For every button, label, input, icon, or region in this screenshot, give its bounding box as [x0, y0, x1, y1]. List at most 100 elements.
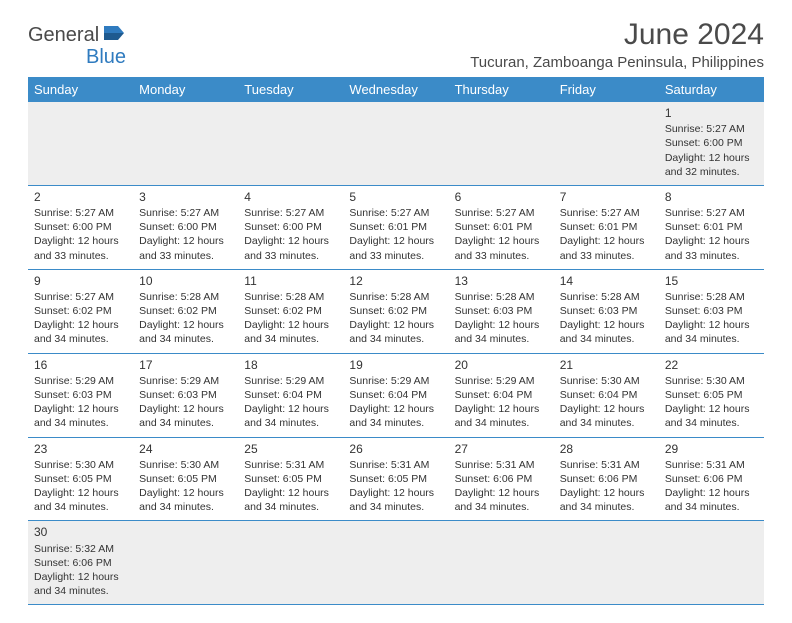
calendar-day-cell — [343, 521, 448, 605]
day-info-line: and 34 minutes. — [560, 416, 653, 430]
calendar-day-cell: 1Sunrise: 5:27 AMSunset: 6:00 PMDaylight… — [659, 102, 764, 185]
calendar-week-row: 16Sunrise: 5:29 AMSunset: 6:03 PMDayligh… — [28, 353, 764, 437]
day-info-line: Daylight: 12 hours — [34, 486, 127, 500]
day-info-line: Sunrise: 5:27 AM — [139, 206, 232, 220]
day-info-line: Sunrise: 5:28 AM — [349, 290, 442, 304]
day-info-line: Daylight: 12 hours — [665, 151, 758, 165]
day-number: 21 — [560, 357, 653, 373]
location-text: Tucuran, Zamboanga Peninsula, Philippine… — [470, 54, 764, 71]
day-info-line: Sunset: 6:04 PM — [455, 388, 548, 402]
calendar-week-row: 1Sunrise: 5:27 AMSunset: 6:00 PMDaylight… — [28, 102, 764, 185]
calendar-day-cell: 26Sunrise: 5:31 AMSunset: 6:05 PMDayligh… — [343, 437, 448, 521]
day-number: 28 — [560, 441, 653, 457]
day-info-line: Sunset: 6:01 PM — [455, 220, 548, 234]
weekday-header: Saturday — [659, 77, 764, 102]
day-info-line: Sunrise: 5:28 AM — [560, 290, 653, 304]
day-info-line: Sunrise: 5:29 AM — [34, 374, 127, 388]
day-info-line: Daylight: 12 hours — [349, 402, 442, 416]
calendar-day-cell — [238, 102, 343, 185]
day-info-line: Sunrise: 5:28 AM — [455, 290, 548, 304]
day-info-line: and 34 minutes. — [34, 332, 127, 346]
day-number: 24 — [139, 441, 232, 457]
day-info-line: Sunset: 6:02 PM — [34, 304, 127, 318]
weekday-header: Tuesday — [238, 77, 343, 102]
flag-icon — [104, 26, 124, 45]
weekday-header-row: Sunday Monday Tuesday Wednesday Thursday… — [28, 77, 764, 102]
day-info-line: Sunset: 6:03 PM — [665, 304, 758, 318]
calendar-week-row: 2Sunrise: 5:27 AMSunset: 6:00 PMDaylight… — [28, 185, 764, 269]
calendar-day-cell — [238, 521, 343, 605]
day-info-line: Sunset: 6:04 PM — [244, 388, 337, 402]
day-info-line: and 34 minutes. — [139, 332, 232, 346]
day-info-line: Sunset: 6:04 PM — [349, 388, 442, 402]
day-info-line: Sunset: 6:02 PM — [139, 304, 232, 318]
calendar-day-cell — [554, 102, 659, 185]
day-info-line: Sunrise: 5:29 AM — [349, 374, 442, 388]
day-number: 19 — [349, 357, 442, 373]
calendar-day-cell: 28Sunrise: 5:31 AMSunset: 6:06 PMDayligh… — [554, 437, 659, 521]
day-info-line: Daylight: 12 hours — [244, 234, 337, 248]
day-info-line: Sunset: 6:05 PM — [34, 472, 127, 486]
day-info-line: and 34 minutes. — [665, 500, 758, 514]
day-info-line: Daylight: 12 hours — [560, 486, 653, 500]
day-info-line: Daylight: 12 hours — [560, 318, 653, 332]
day-info-line: Sunrise: 5:28 AM — [244, 290, 337, 304]
day-number: 3 — [139, 189, 232, 205]
calendar-day-cell: 23Sunrise: 5:30 AMSunset: 6:05 PMDayligh… — [28, 437, 133, 521]
weekday-header: Thursday — [449, 77, 554, 102]
day-info-line: Sunrise: 5:27 AM — [455, 206, 548, 220]
day-info-line: Sunrise: 5:28 AM — [665, 290, 758, 304]
day-info-line: Sunset: 6:03 PM — [139, 388, 232, 402]
day-info-line: Sunset: 6:01 PM — [349, 220, 442, 234]
day-info-line: and 33 minutes. — [34, 249, 127, 263]
day-number: 29 — [665, 441, 758, 457]
day-info-line: Daylight: 12 hours — [34, 318, 127, 332]
day-info-line: Daylight: 12 hours — [455, 318, 548, 332]
day-info-line: Sunrise: 5:30 AM — [665, 374, 758, 388]
day-info-line: Daylight: 12 hours — [34, 402, 127, 416]
day-number: 12 — [349, 273, 442, 289]
day-info-line: and 34 minutes. — [244, 500, 337, 514]
day-info-line: Sunset: 6:05 PM — [665, 388, 758, 402]
calendar-week-row: 9Sunrise: 5:27 AMSunset: 6:02 PMDaylight… — [28, 269, 764, 353]
day-info-line: Sunrise: 5:27 AM — [349, 206, 442, 220]
calendar-day-cell — [659, 521, 764, 605]
calendar-day-cell: 22Sunrise: 5:30 AMSunset: 6:05 PMDayligh… — [659, 353, 764, 437]
day-number: 8 — [665, 189, 758, 205]
day-number: 14 — [560, 273, 653, 289]
calendar-day-cell — [133, 102, 238, 185]
day-info-line: Sunrise: 5:29 AM — [244, 374, 337, 388]
logo-line2: Blue — [28, 46, 126, 69]
day-info-line: Sunset: 6:01 PM — [665, 220, 758, 234]
day-info-line: Daylight: 12 hours — [665, 486, 758, 500]
calendar-day-cell: 29Sunrise: 5:31 AMSunset: 6:06 PMDayligh… — [659, 437, 764, 521]
day-info-line: Sunrise: 5:28 AM — [139, 290, 232, 304]
day-number: 18 — [244, 357, 337, 373]
day-info-line: Sunrise: 5:31 AM — [244, 458, 337, 472]
day-info-line: Daylight: 12 hours — [665, 234, 758, 248]
day-info-line: Daylight: 12 hours — [455, 234, 548, 248]
day-info-line: Daylight: 12 hours — [139, 486, 232, 500]
logo-text-blue: Blue — [86, 46, 126, 69]
day-info-line: Daylight: 12 hours — [560, 234, 653, 248]
day-info-line: and 32 minutes. — [665, 165, 758, 179]
day-info-line: and 34 minutes. — [34, 500, 127, 514]
day-info-line: Sunrise: 5:31 AM — [560, 458, 653, 472]
day-info-line: Sunrise: 5:27 AM — [665, 206, 758, 220]
calendar-day-cell — [449, 521, 554, 605]
day-number: 20 — [455, 357, 548, 373]
day-info-line: and 33 minutes. — [665, 249, 758, 263]
day-info-line: Sunrise: 5:29 AM — [455, 374, 548, 388]
calendar-week-row: 30Sunrise: 5:32 AMSunset: 6:06 PMDayligh… — [28, 521, 764, 605]
day-info-line: Sunset: 6:05 PM — [244, 472, 337, 486]
day-number: 10 — [139, 273, 232, 289]
logo: General — [28, 24, 126, 47]
calendar-day-cell: 17Sunrise: 5:29 AMSunset: 6:03 PMDayligh… — [133, 353, 238, 437]
day-number: 6 — [455, 189, 548, 205]
title-block: June 2024 Tucuran, Zamboanga Peninsula, … — [470, 18, 764, 71]
weekday-header: Friday — [554, 77, 659, 102]
calendar-day-cell: 5Sunrise: 5:27 AMSunset: 6:01 PMDaylight… — [343, 185, 448, 269]
day-number: 23 — [34, 441, 127, 457]
day-info-line: Daylight: 12 hours — [139, 402, 232, 416]
day-number: 7 — [560, 189, 653, 205]
